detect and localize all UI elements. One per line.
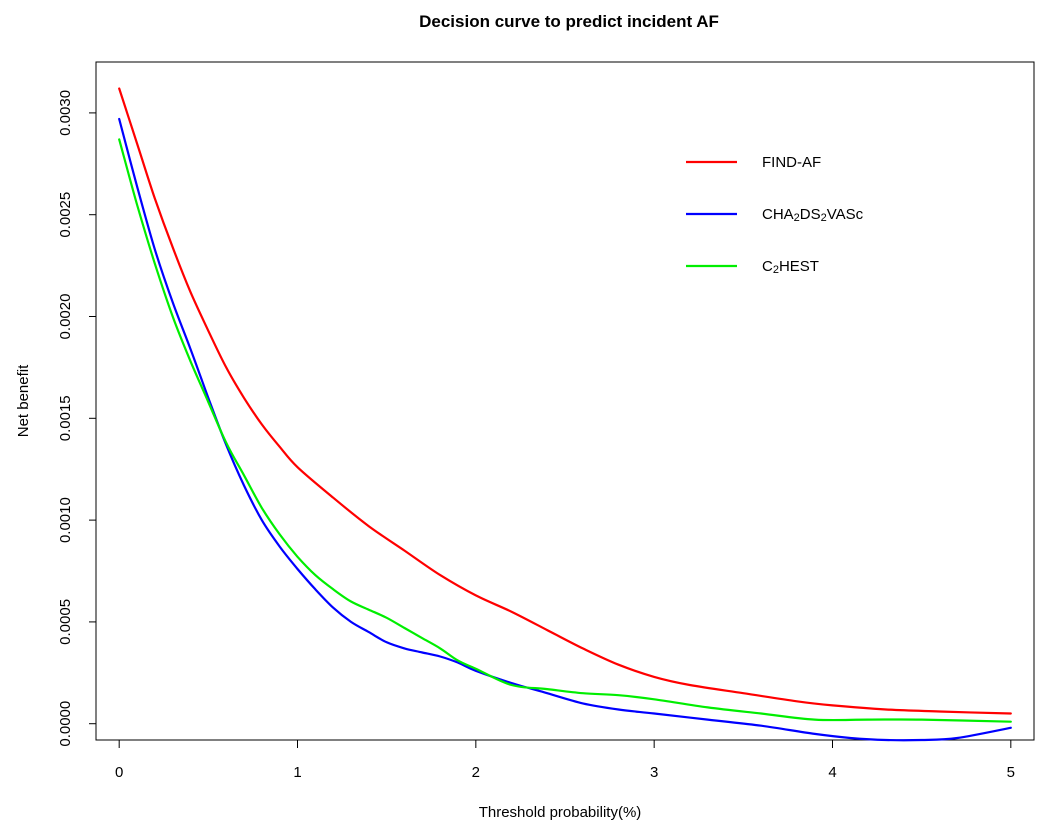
y-tick-label: 0.0030 xyxy=(57,90,74,136)
x-tick-label: 3 xyxy=(650,764,658,781)
y-tick-label: 0.0010 xyxy=(57,497,74,543)
series-line-1 xyxy=(118,117,1012,742)
series-line-0 xyxy=(118,87,1012,715)
series-line-2 xyxy=(118,138,1012,723)
x-tick-label: 1 xyxy=(293,764,301,781)
chart-title: Decision curve to predict incident AF xyxy=(419,12,719,31)
x-axis-label: Threshold probability(%) xyxy=(479,804,642,821)
legend-label-part: C xyxy=(762,258,773,275)
y-axis: 0.0000 0.0005 0.0010 0.0015 0.0020 0.0025 0.00… xyxy=(57,90,97,747)
x-tick-label: 2 xyxy=(472,764,480,781)
legend-label: CHA2DS2VASc xyxy=(762,206,864,224)
y-tick-label: 0.0020 xyxy=(57,294,74,340)
legend-label-part: FIND-AF xyxy=(762,154,821,171)
legend-label-subscript: 2 xyxy=(773,264,779,276)
legend-label-part: HEST xyxy=(779,258,819,275)
legend-label-subscript: 2 xyxy=(794,212,800,224)
legend-label-part: VASc xyxy=(827,206,864,223)
legend-label: C2HEST xyxy=(762,258,819,276)
series-lines xyxy=(118,87,1012,742)
x-axis: 0 1 2 3 4 5 xyxy=(115,739,1015,781)
y-tick-label: 0.0005 xyxy=(57,599,74,645)
x-tick-label: 0 xyxy=(115,764,123,781)
y-tick-label: 0.0015 xyxy=(57,395,74,441)
y-tick-label: 0.0025 xyxy=(57,192,74,238)
x-tick-label: 4 xyxy=(828,764,836,781)
legend-label: FIND-AF xyxy=(762,154,821,171)
legend-label-part: DS xyxy=(800,206,821,223)
legend-label-part: CHA xyxy=(762,206,794,223)
legend-label-subscript: 2 xyxy=(821,212,827,224)
x-tick-label: 5 xyxy=(1007,764,1015,781)
y-tick-label: 0.0000 xyxy=(57,701,74,747)
y-axis-label: Net benefit xyxy=(15,364,32,437)
